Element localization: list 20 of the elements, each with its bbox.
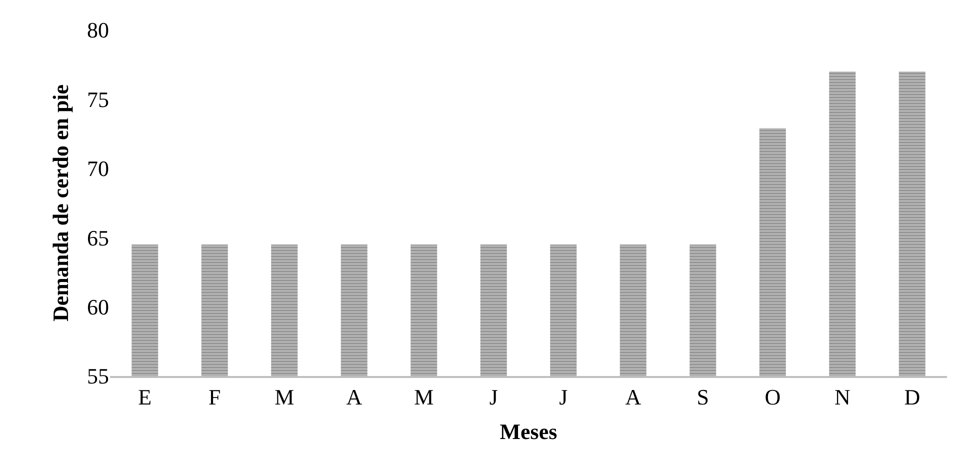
x-tick-label: N <box>834 384 850 410</box>
x-tick-label: F <box>208 384 221 410</box>
x-tick-label: D <box>904 384 920 410</box>
y-tick-label: 75 <box>87 86 109 112</box>
x-tick-label: A <box>625 384 642 410</box>
x-tick-label: A <box>346 384 362 410</box>
x-tick-label: S <box>696 384 710 410</box>
y-tick-label: 60 <box>87 294 109 320</box>
x-tick-label: E <box>138 384 152 410</box>
y-tick-label: 65 <box>87 225 109 250</box>
y-tick-label: 70 <box>87 156 109 182</box>
x-tick-label: M <box>274 384 294 410</box>
x-tick-label: M <box>414 384 434 410</box>
x-tick-label: O <box>764 384 781 410</box>
y-tick-label: 80 <box>87 18 109 43</box>
y-tick-label: 55 <box>87 364 109 389</box>
x-axis-title: Meses <box>500 418 558 444</box>
x-tick-label: J <box>559 384 568 410</box>
y-axis-title: Demanda de cerdo en pie <box>48 84 73 322</box>
x-tick-label: J <box>489 384 498 410</box>
